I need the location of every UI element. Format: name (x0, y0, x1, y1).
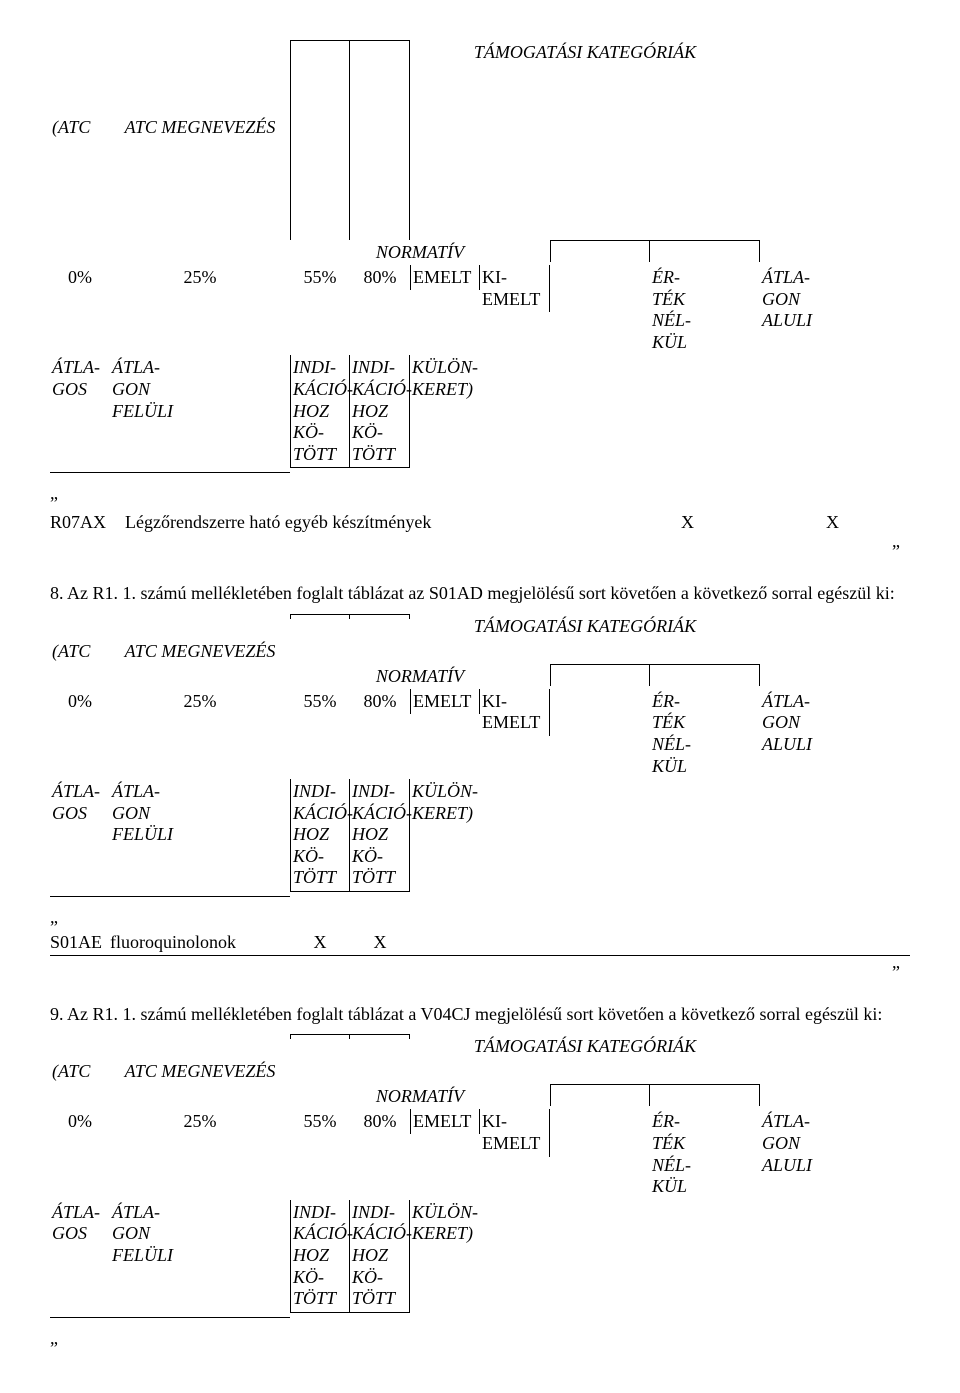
s01ae-mark0: X (290, 932, 350, 953)
open-quote-2: „ (50, 907, 910, 928)
normative-title: NORMATÍV (290, 240, 550, 265)
s01ae-code: S01AE (50, 932, 110, 953)
h1-kiemelt-spacer (650, 240, 760, 262)
h1-blank-c4 (110, 40, 290, 44)
atc-code-head: (ATC (50, 115, 110, 140)
normative-title-3: NORMATÍV (290, 1084, 550, 1109)
h1-kulon-spacer (760, 240, 860, 244)
atc-code-head-3: (ATC (50, 1059, 110, 1084)
h2-blank-atc (290, 614, 350, 619)
h1-bb-2 (110, 468, 290, 473)
kiemelt-sub-3: INDI- KÁCIÓ- HOZ KÖ- TÖTT (350, 1200, 410, 1313)
p0-head-2: 0% (50, 689, 110, 714)
p25-head-3: 25% (110, 1109, 290, 1134)
kulon-spacer-2 (550, 265, 650, 269)
p55-sub-3: ÁTLA- GOS (50, 1200, 110, 1247)
h1-emelt-spacer (550, 240, 650, 262)
h1-blank-c9 (760, 40, 860, 44)
p0-sub-2: ÉR- TÉK NÉL- KÜL (650, 689, 760, 779)
r07ax-mark2: X (810, 512, 855, 533)
support-categories-title-2: TÁMOGATÁSI KATEGÓRIÁK (410, 614, 760, 639)
h2-blank-name (350, 614, 410, 619)
category-header-2: TÁMOGATÁSI KATEGÓRIÁK NORMATÍV (ATC ATC … (50, 614, 910, 897)
p80-head: 80% (350, 265, 410, 290)
h1-blank-atc (290, 40, 350, 240)
p80-sub-3: ÁTLA- GON FELÜLI (110, 1200, 290, 1269)
atc-name-head-2: ATC MEGNEVEZÉS (110, 639, 290, 664)
p25-sub-2: ÁTLA- GON ALULI (760, 689, 860, 758)
p25-sub-3: ÁTLA- GON ALULI (760, 1109, 860, 1178)
close-quote-2: ” (50, 962, 910, 983)
category-header-1: TÁMOGATÁSI KATEGÓRIÁK NORMATÍV (ATC ATC … (50, 40, 910, 473)
p0-head-3: 0% (50, 1109, 110, 1134)
kiemelt-head-3: KI- EMELT (480, 1109, 550, 1156)
kulon-head-2: KÜLÖN- KERET) (410, 779, 480, 826)
p0-sub: ÉR- TÉK NÉL- KÜL (650, 265, 760, 355)
emelt-sub: INDI- KÁCIÓ- HOZ KÖ- TÖTT (290, 355, 350, 468)
emelt-sub-2: INDI- KÁCIÓ- HOZ KÖ- TÖTT (290, 779, 350, 892)
h1-blank-c3 (50, 40, 110, 44)
kulon-head: KÜLÖN- KERET) (410, 355, 480, 402)
r07ax-mark1: X (665, 512, 710, 533)
support-categories-title: TÁMOGATÁSI KATEGÓRIÁK (410, 40, 760, 65)
p0-head: 0% (50, 265, 110, 290)
category-header-3: TÁMOGATÁSI KATEGÓRIÁK NORMATÍV (ATC ATC … (50, 1034, 910, 1317)
kiemelt-sub: INDI- KÁCIÓ- HOZ KÖ- TÖTT (350, 355, 410, 468)
p80-sub: ÁTLA- GON FELÜLI (110, 355, 290, 424)
kiemelt-sub-2: INDI- KÁCIÓ- HOZ KÖ- TÖTT (350, 779, 410, 892)
emelt-sub-3: INDI- KÁCIÓ- HOZ KÖ- TÖTT (290, 1200, 350, 1313)
atc-name-head: ATC MEGNEVEZÉS (110, 115, 290, 140)
open-quote-3: „ (50, 1328, 910, 1349)
p55-head-2: 55% (290, 689, 350, 714)
p80-head-2: 80% (350, 689, 410, 714)
h3-blank-atc (290, 1034, 350, 1039)
p55-head: 55% (290, 265, 350, 290)
normative-title-2: NORMATÍV (290, 664, 550, 689)
r07ax-name: Légzőrendszerre ható egyéb készítmények (125, 512, 465, 533)
s01ae-mark25: X (350, 932, 410, 953)
p25-head: 25% (110, 265, 290, 290)
p55-sub: ÁTLA- GOS (50, 355, 110, 402)
paragraph-8: 8. Az R1. 1. számú mellékletében foglalt… (50, 582, 910, 605)
emelt-head-2: EMELT (410, 689, 480, 714)
emelt-head-3: EMELT (410, 1109, 480, 1134)
s01ae-name: fluoroquinolonok (110, 932, 290, 953)
row-s01ae: S01AE fluoroquinolonok X X (50, 932, 910, 956)
p55-head-3: 55% (290, 1109, 350, 1134)
kiemelt-head-2: KI- EMELT (480, 689, 550, 736)
h1-blank-name (350, 40, 410, 240)
atc-name-head-3: ATC MEGNEVEZÉS (110, 1059, 290, 1084)
r07ax-code: R07AX (50, 512, 110, 533)
h1-bb-1 (50, 468, 110, 473)
paragraph-9: 9. Az R1. 1. számú mellékletében foglalt… (50, 1003, 910, 1026)
close-quote-1: ” (50, 541, 910, 562)
atc-code-head-2: (ATC (50, 639, 110, 664)
p25-head-2: 25% (110, 689, 290, 714)
p55-sub-2: ÁTLA- GOS (50, 779, 110, 826)
emelt-head: EMELT (410, 265, 480, 290)
support-categories-title-3: TÁMOGATÁSI KATEGÓRIÁK (410, 1034, 760, 1059)
kiemelt-head: KI- EMELT (480, 265, 550, 312)
kulon-head-3: KÜLÖN- KERET) (410, 1200, 480, 1247)
p80-head-3: 80% (350, 1109, 410, 1134)
open-quote-1: „ (50, 483, 910, 504)
p25-sub: ÁTLA- GON ALULI (760, 265, 860, 334)
row-r07ax: R07AX Légzőrendszerre ható egyéb készítm… (50, 512, 910, 533)
p0-sub-3: ÉR- TÉK NÉL- KÜL (650, 1109, 760, 1199)
h3-blank-name (350, 1034, 410, 1039)
p80-sub-2: ÁTLA- GON FELÜLI (110, 779, 290, 848)
